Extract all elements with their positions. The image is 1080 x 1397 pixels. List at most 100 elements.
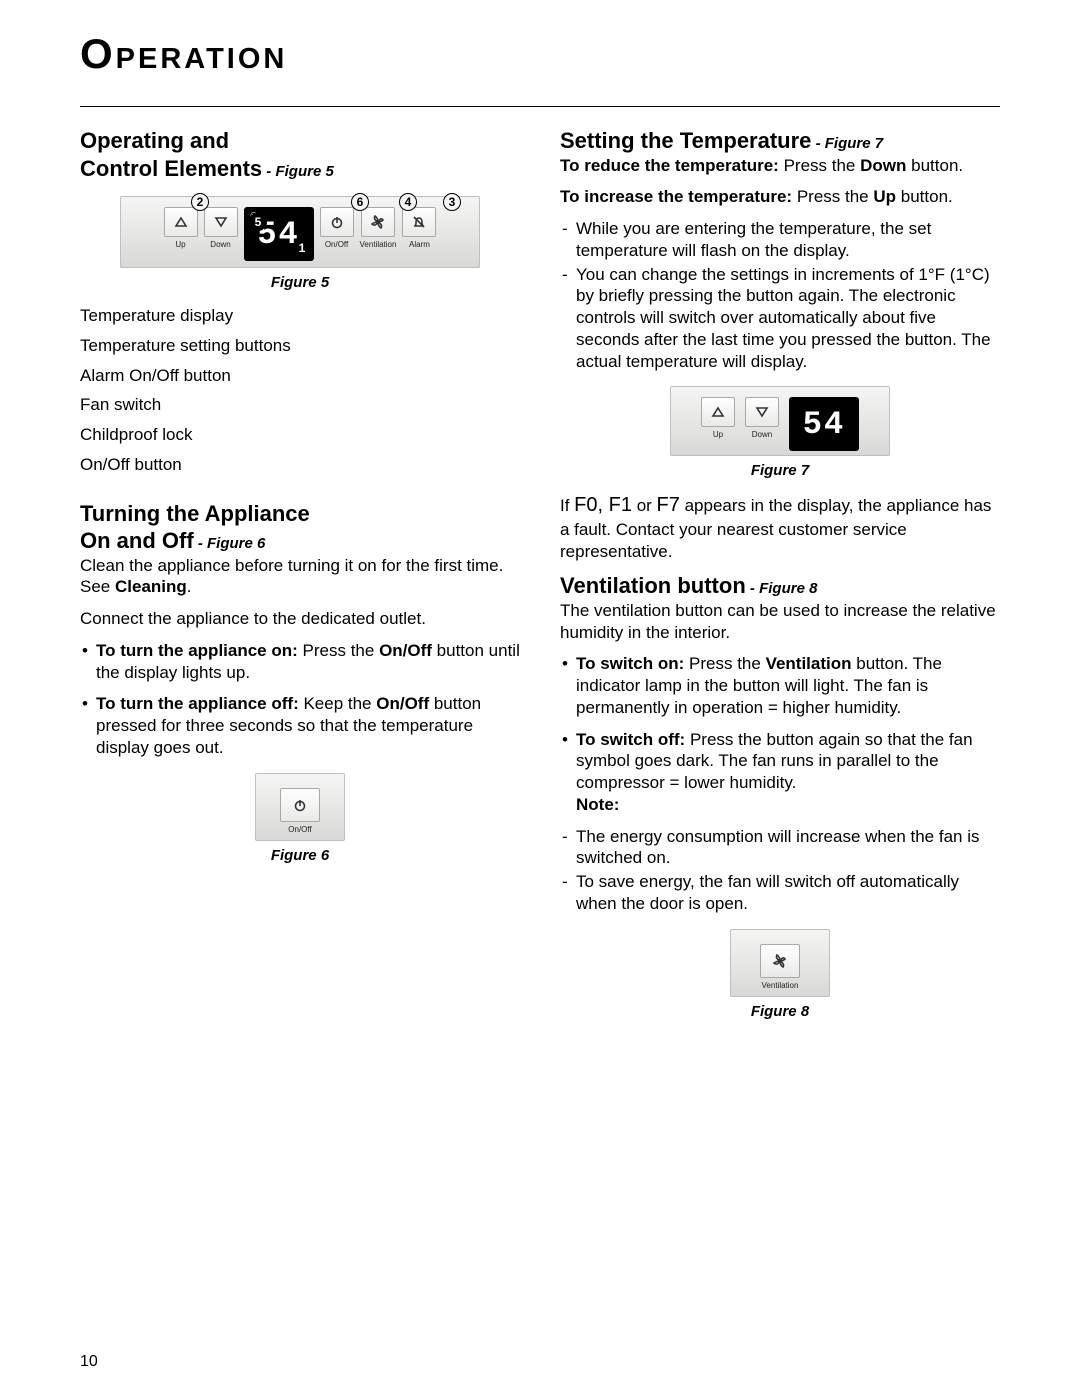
legend-2: Temperature setting buttons: [80, 335, 520, 357]
figure-8-caption: Figure 8: [560, 1003, 1000, 1020]
figure-5-legend: Temperature display Temperature setting …: [80, 305, 520, 476]
fig8-vent-button[interactable]: [760, 944, 800, 978]
heading2-line2: On and Off: [80, 528, 194, 553]
up-button-wrap: Up: [164, 207, 198, 249]
figure-6-caption: Figure 6: [80, 847, 520, 864]
bullet-on: To turn the appliance on: Press the On/O…: [80, 640, 520, 684]
vent-p1: The ventilation button can be used to in…: [560, 600, 1000, 644]
down-button[interactable]: [204, 207, 238, 237]
t: Press the: [689, 654, 766, 673]
h3: Setting the Temperature: [560, 128, 811, 153]
onoff-button-wrap: On/Off: [320, 207, 354, 249]
vent-b1: To switch on: Press the Ventilation butt…: [560, 653, 1000, 718]
temp-dashes: While you are entering the temperature, …: [560, 218, 1000, 372]
t: F0, F1: [574, 494, 632, 516]
h4: Ventilation button: [560, 573, 746, 598]
callout-2: 2: [191, 193, 209, 211]
figure-7-caption: Figure 7: [560, 462, 1000, 479]
onoff-button[interactable]: [320, 207, 354, 237]
down-label: Down: [210, 240, 230, 249]
vent-d2: To save energy, the fan will switch off …: [560, 871, 1000, 915]
figure-7-panel: Up Down 54: [670, 386, 890, 456]
right-column: Setting the Temperature - Figure 7 To re…: [560, 127, 1000, 1034]
section-turning-heading: Turning the Appliance On and Off - Figur…: [80, 500, 520, 555]
fig7-display: 54: [789, 397, 859, 451]
t: To reduce the temperature:: [560, 156, 784, 175]
temp-p1: To reduce the temperature: Press the Dow…: [560, 155, 1000, 177]
fig7-up-wrap: Up: [701, 397, 735, 439]
fig7-down-wrap: Down: [745, 397, 779, 439]
figure-6-panel: On/Off: [255, 773, 345, 841]
ventilation-label: Ventilation: [360, 240, 397, 249]
t: button.: [906, 156, 963, 175]
fan-icon: [371, 215, 385, 229]
vent-b2: To switch off: Press the button again so…: [560, 729, 1000, 816]
legend-3: Alarm On/Off button: [80, 365, 520, 387]
t: To turn the appliance on:: [96, 641, 303, 660]
divider: [80, 106, 1000, 107]
ventilation-button-wrap: Ventilation: [360, 207, 397, 249]
fig7-up-button[interactable]: [701, 397, 735, 427]
page-title: Operation: [80, 30, 1000, 78]
fig6-onoff-button[interactable]: [280, 788, 320, 822]
legend-6: On/Off button: [80, 454, 520, 476]
t: Press the: [303, 641, 380, 660]
page-number: 10: [80, 1353, 98, 1371]
legend-5: Childproof lock: [80, 424, 520, 446]
turning-p2: Connect the appliance to the dedicated o…: [80, 608, 520, 630]
t: On/Off: [376, 694, 429, 713]
heading-line2: Control Elements: [80, 156, 262, 181]
legend-1: Temperature display: [80, 305, 520, 327]
t: If: [560, 496, 574, 515]
ventilation-button[interactable]: [361, 207, 395, 237]
figure-8-panel: Ventilation: [730, 929, 830, 997]
vent-dashes: The energy consumption will increase whe…: [560, 826, 1000, 915]
t: Ventilation: [766, 654, 852, 673]
callout-5: 5: [249, 213, 267, 231]
callout-1: 1: [293, 239, 311, 257]
t: To increase the temperature:: [560, 187, 797, 206]
t: To turn the appliance off:: [96, 694, 303, 713]
section-vent-heading: Ventilation button - Figure 8: [560, 572, 1000, 600]
vent-bullets: To switch on: Press the Ventilation butt…: [560, 653, 1000, 815]
t: or: [632, 496, 657, 515]
power-icon: [293, 798, 307, 812]
t: Up: [873, 187, 896, 206]
temp-p2: To increase the temperature: Press the U…: [560, 186, 1000, 208]
heading2-line1: Turning the Appliance: [80, 501, 310, 526]
fig7-down-button[interactable]: [745, 397, 779, 427]
t: To switch on:: [576, 654, 689, 673]
fig6-label: On/Off: [256, 825, 344, 834]
callout-4: 4: [399, 193, 417, 211]
left-column: Operating and Control Elements - Figure …: [80, 127, 520, 1034]
up-button[interactable]: [164, 207, 198, 237]
t: To switch off:: [576, 730, 690, 749]
section-temp-heading: Setting the Temperature - Figure 7: [560, 127, 1000, 155]
t: Press the: [797, 187, 874, 206]
bullet-off: To turn the appliance off: Keep the On/O…: [80, 693, 520, 758]
alarm-button-wrap: Alarm: [402, 207, 436, 249]
callout-3: 3: [443, 193, 461, 211]
t: F7: [657, 494, 680, 516]
fig-ref-6: - Figure 6: [194, 535, 266, 552]
t: Down: [860, 156, 906, 175]
note-label: Note:: [576, 795, 619, 814]
fig7-up-label: Up: [713, 430, 723, 439]
dash-1: While you are entering the temperature, …: [560, 218, 1000, 262]
onoff-label: On/Off: [325, 240, 348, 249]
two-column-layout: Operating and Control Elements - Figure …: [80, 127, 1000, 1034]
alarm-button[interactable]: [402, 207, 436, 237]
callout-6: 6: [351, 193, 369, 211]
t: On/Off: [379, 641, 432, 660]
fig-ref-7: - Figure 7: [811, 135, 883, 152]
fan-icon: [773, 954, 787, 968]
fig8-label: Ventilation: [731, 981, 829, 990]
legend-4: Fan switch: [80, 394, 520, 416]
t: Press the: [784, 156, 861, 175]
vent-d1: The energy consumption will increase whe…: [560, 826, 1000, 870]
fig7-row: Up Down 54: [671, 397, 889, 451]
fig-ref-8: - Figure 8: [746, 580, 818, 597]
alarm-off-icon: [412, 215, 426, 229]
dash-2: You can change the settings in increment…: [560, 264, 1000, 373]
figure-5-caption: Figure 5: [80, 274, 520, 291]
